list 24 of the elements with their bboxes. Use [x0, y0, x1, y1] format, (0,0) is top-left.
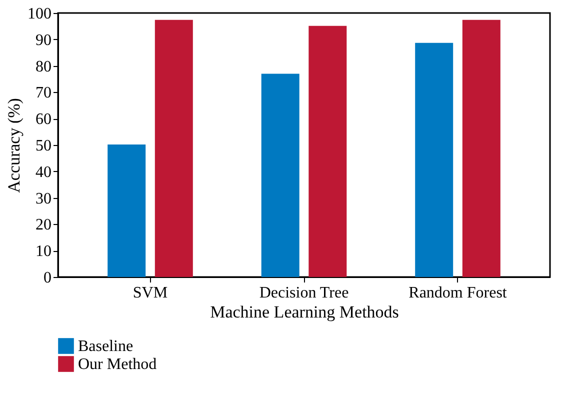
- bar: [154, 20, 193, 277]
- x-axis-title: Machine Learning Methods: [210, 302, 399, 322]
- y-tick-label: 80: [36, 58, 52, 76]
- y-tick-label: 60: [36, 111, 52, 128]
- x-tick-label: SVM: [132, 284, 168, 302]
- y-tick-label: 50: [36, 138, 52, 154]
- legend-label: Baseline: [78, 338, 134, 355]
- legend-label: Our Method: [78, 356, 157, 373]
- y-tick-label: 100: [28, 6, 52, 22]
- bar: [415, 42, 454, 277]
- y-axis-title: Accuracy (%): [4, 98, 24, 193]
- y-tick-label: 0: [44, 270, 52, 286]
- x-tick-label: Random Forest: [408, 284, 508, 302]
- y-tick-label: 10: [36, 243, 52, 260]
- y-tick-label: 90: [36, 32, 52, 49]
- y-tick-label: 30: [36, 190, 52, 208]
- bar: [462, 20, 500, 277]
- bar: [308, 26, 347, 277]
- bar: [261, 74, 300, 277]
- bar: [108, 144, 146, 277]
- y-tick-label: 20: [36, 216, 52, 234]
- y-tick-label: 70: [36, 84, 52, 102]
- y-tick-label: 40: [36, 164, 52, 181]
- x-tick-label: Decision Tree: [259, 284, 349, 302]
